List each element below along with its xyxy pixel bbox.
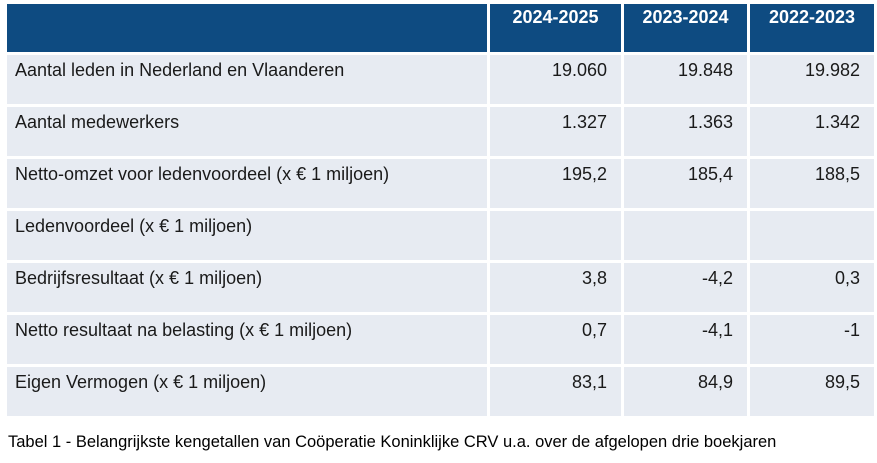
row-label: Ledenvoordeel (x € 1 miljoen) <box>7 211 490 263</box>
table-row: Ledenvoordeel (x € 1 miljoen) <box>7 211 877 263</box>
row-value: 0,3 <box>750 263 877 315</box>
table-row: Netto resultaat na belasting (x € 1 milj… <box>7 315 877 367</box>
table-row: Netto-omzet voor ledenvoordeel (x € 1 mi… <box>7 159 877 211</box>
row-value: 1.342 <box>750 107 877 159</box>
row-value: 3,8 <box>490 263 624 315</box>
row-label: Netto-omzet voor ledenvoordeel (x € 1 mi… <box>7 159 490 211</box>
row-value: 1.327 <box>490 107 624 159</box>
row-value: 83,1 <box>490 367 624 419</box>
table-row: Aantal medewerkers 1.327 1.363 1.342 <box>7 107 877 159</box>
row-value: 19.848 <box>624 55 750 107</box>
row-value: 195,2 <box>490 159 624 211</box>
header-year-2024-2025: 2024-2025 <box>490 4 624 55</box>
table-caption: Tabel 1 - Belangrijkste kengetallen van … <box>8 433 777 451</box>
row-label: Aantal leden in Nederland en Vlaanderen <box>7 55 490 107</box>
table-row: Bedrijfsresultaat (x € 1 miljoen) 3,8 -4… <box>7 263 877 315</box>
row-value: 19.982 <box>750 55 877 107</box>
row-label: Bedrijfsresultaat (x € 1 miljoen) <box>7 263 490 315</box>
table-header-row: 2024-2025 2023-2024 2022-2023 <box>7 4 877 55</box>
row-value: -4,2 <box>624 263 750 315</box>
header-year-2022-2023: 2022-2023 <box>750 4 877 55</box>
row-value: -1 <box>750 315 877 367</box>
row-value <box>490 211 624 263</box>
row-value: 185,4 <box>624 159 750 211</box>
row-value: -4,1 <box>624 315 750 367</box>
row-label: Aantal medewerkers <box>7 107 490 159</box>
row-value <box>750 211 877 263</box>
row-value: 19.060 <box>490 55 624 107</box>
row-value: 0,7 <box>490 315 624 367</box>
table-row: Aantal leden in Nederland en Vlaanderen … <box>7 55 877 107</box>
row-value: 188,5 <box>750 159 877 211</box>
row-value: 84,9 <box>624 367 750 419</box>
header-empty-cell <box>7 4 490 55</box>
row-label: Eigen Vermogen (x € 1 miljoen) <box>7 367 490 419</box>
kengetallen-table: 2024-2025 2023-2024 2022-2023 Aantal led… <box>7 4 877 419</box>
table-row: Eigen Vermogen (x € 1 miljoen) 83,1 84,9… <box>7 367 877 419</box>
row-value <box>624 211 750 263</box>
row-label: Netto resultaat na belasting (x € 1 milj… <box>7 315 490 367</box>
header-year-2023-2024: 2023-2024 <box>624 4 750 55</box>
row-value: 1.363 <box>624 107 750 159</box>
row-value: 89,5 <box>750 367 877 419</box>
